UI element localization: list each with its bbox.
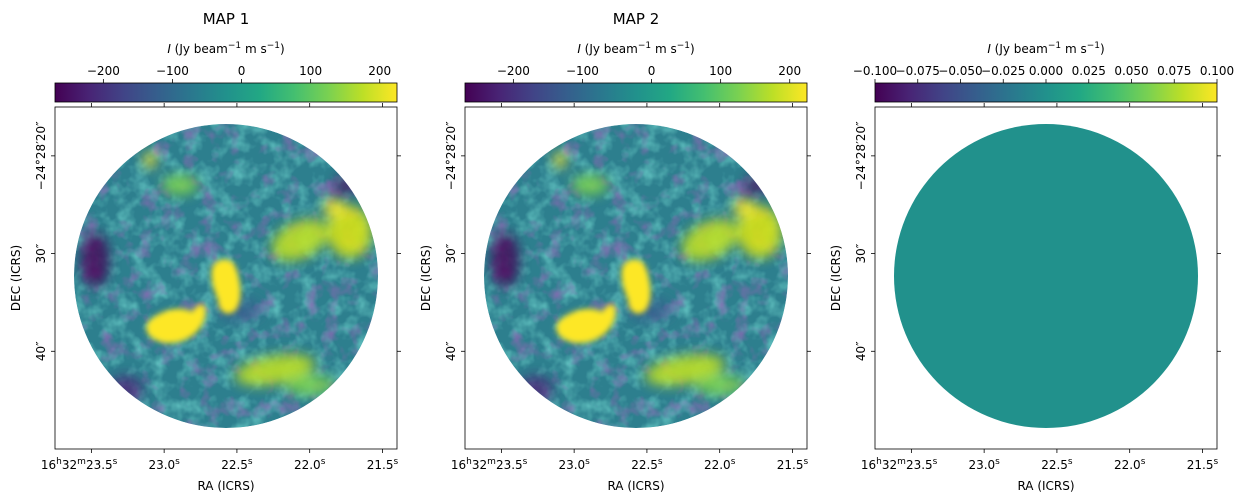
colorbar-1 xyxy=(54,82,398,103)
colorbar-tick-label: −0.100 xyxy=(853,64,897,78)
colorbar-tick-label: 0.025 xyxy=(1072,64,1106,78)
y-tick-label: 30″ xyxy=(34,243,48,263)
colorbar-3 xyxy=(874,82,1218,103)
colorbar-tick-label: 200 xyxy=(368,64,391,78)
y-tick-label: 40″ xyxy=(854,341,868,361)
map-panel-2: MAP 2 I (Jy beam−1 m s−1) −200 −100 0 100 20… xyxy=(419,10,811,493)
colorbar-tick-label: 200 xyxy=(778,64,801,78)
colorbar-2 xyxy=(464,82,808,103)
intensity-map-2 xyxy=(484,124,788,428)
y-tick-label: 30″ xyxy=(854,243,868,263)
colorbar-1-label: I (Jy beam−1 m s−1) xyxy=(167,41,284,56)
map-2-title: MAP 2 xyxy=(613,10,660,28)
x-tick-label: 22.0s xyxy=(704,457,736,472)
map-panel-1: MAP 1 I (Jy beam−1 m s−1) −200 −100 0 100 20… xyxy=(9,10,401,493)
colorbar-tick-label: 0.075 xyxy=(1157,64,1191,78)
x-tick-label: 21.5s xyxy=(367,457,399,472)
colorbar-tick-label: 100 xyxy=(709,64,732,78)
x-tick-label: 23.0s xyxy=(558,457,590,472)
colorbar-tick-label: 0 xyxy=(648,64,656,78)
map-1-title: MAP 1 xyxy=(203,10,250,28)
x-tick-label: 21.5s xyxy=(1187,457,1219,472)
y-tick-label: 40″ xyxy=(34,341,48,361)
colorbar-3-label: I (Jy beam−1 m s−1) xyxy=(987,41,1104,56)
xlabel-2: RA (ICRS) xyxy=(607,479,664,493)
x-tick-label: 16h32m23.5s xyxy=(861,457,938,472)
colorbar-tick-label: 100 xyxy=(299,64,322,78)
colorbar-tick-label: −100 xyxy=(566,64,599,78)
colorbar-tick-label: 0.100 xyxy=(1200,64,1234,78)
y-tick-label: −24°28′20″ xyxy=(854,121,868,191)
ylabel-1: DEC (ICRS) xyxy=(9,245,23,311)
y-tick-label: 40″ xyxy=(444,341,458,361)
map-panel-3: I (Jy beam−1 m s−1) −0.100−0.075−0.050−0… xyxy=(829,41,1234,493)
xlabel-1: RA (ICRS) xyxy=(197,479,254,493)
colorbar-tick-label: −0.050 xyxy=(938,64,982,78)
colorbar-tick-label: 0 xyxy=(238,64,246,78)
colorbar-tick-label: 0.050 xyxy=(1114,64,1148,78)
x-tick-label: 22.5s xyxy=(1041,457,1073,472)
colorbar-tick-label: −100 xyxy=(156,64,189,78)
xlabel-3: RA (ICRS) xyxy=(1017,479,1074,493)
x-tick-label: 22.0s xyxy=(1114,457,1146,472)
colorbar-tick-label: −200 xyxy=(497,64,530,78)
y-tick-label: −24°28′20″ xyxy=(34,121,48,191)
colorbar-tick-label: −0.025 xyxy=(981,64,1025,78)
y-tick-label: 30″ xyxy=(444,243,458,263)
colorbar-2-label: I (Jy beam−1 m s−1) xyxy=(577,41,694,56)
ylabel-2: DEC (ICRS) xyxy=(419,245,433,311)
x-tick-label: 16h32m23.5s xyxy=(451,457,528,472)
difference-map-disk xyxy=(894,124,1198,428)
colorbar-tick-label: −0.075 xyxy=(896,64,940,78)
x-tick-label: 23.0s xyxy=(968,457,1000,472)
x-tick-label: 21.5s xyxy=(777,457,809,472)
x-tick-label: 22.5s xyxy=(631,457,663,472)
colorbar-tick-label: 0.000 xyxy=(1029,64,1063,78)
colorbar-tick-label: −200 xyxy=(87,64,120,78)
x-tick-label: 16h32m23.5s xyxy=(41,457,118,472)
x-tick-label: 22.5s xyxy=(221,457,253,472)
ylabel-3: DEC (ICRS) xyxy=(829,245,843,311)
x-tick-label: 23.0s xyxy=(148,457,180,472)
intensity-map-1 xyxy=(74,124,378,428)
x-tick-label: 22.0s xyxy=(294,457,326,472)
y-tick-label: −24°28′20″ xyxy=(444,121,458,191)
